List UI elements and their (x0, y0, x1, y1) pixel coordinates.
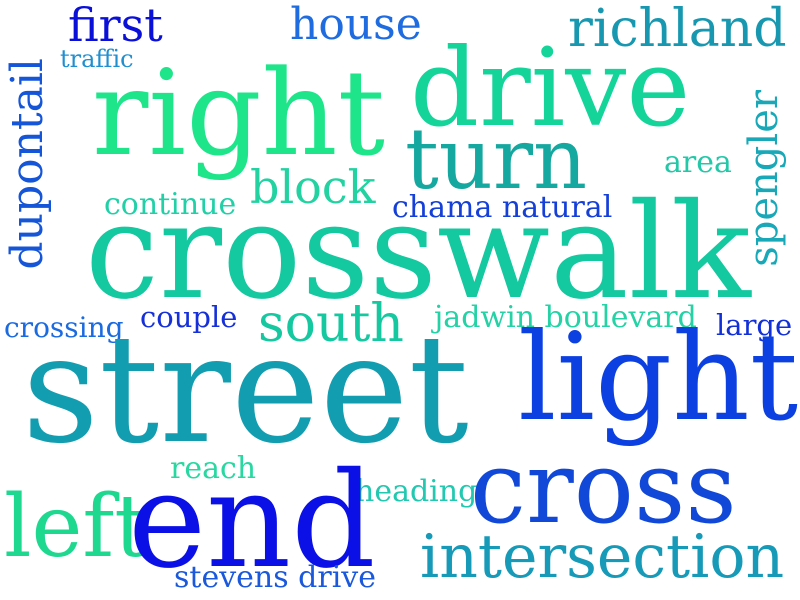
word-area: area (664, 145, 732, 180)
word-light: light (518, 308, 799, 448)
word-street: street (22, 303, 469, 477)
word-cross: cross (470, 429, 737, 546)
word-left: left (4, 477, 149, 577)
word-heading: heading (355, 474, 478, 509)
word-richland: richland (568, 0, 787, 59)
word-dupontail: dupontail (2, 58, 53, 270)
word-right: right (92, 44, 386, 182)
word-turn: turn (405, 110, 588, 208)
word-continue: continue (104, 187, 237, 222)
word-traffic: traffic (60, 45, 134, 73)
word-large: large (716, 308, 793, 342)
word-crossing: crossing (4, 311, 124, 344)
word-south: south (258, 294, 404, 354)
word-stevens-drive: stevens drive (174, 560, 377, 595)
word-crosswalk: crosswalk (85, 175, 751, 329)
word-house: house (290, 0, 422, 50)
word-jadwin-boulevard: jadwin boulevard (434, 300, 697, 335)
word-reach: reach (170, 451, 257, 486)
word-intersection: intersection (420, 522, 785, 592)
word-drive: drive (410, 26, 691, 151)
word-first: first (68, 0, 163, 52)
word-couple: couple (140, 300, 238, 334)
word-chama-natural: chama natural (392, 190, 613, 225)
word-block: block (250, 160, 376, 214)
word-end: end (128, 444, 376, 598)
